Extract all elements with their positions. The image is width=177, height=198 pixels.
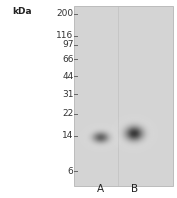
Text: 22: 22 bbox=[62, 109, 73, 118]
Text: B: B bbox=[131, 184, 138, 194]
Text: 200: 200 bbox=[56, 9, 73, 18]
Text: 97: 97 bbox=[62, 40, 73, 49]
Text: A: A bbox=[97, 184, 104, 194]
Text: 6: 6 bbox=[68, 167, 73, 176]
Text: 31: 31 bbox=[62, 89, 73, 99]
Text: 116: 116 bbox=[56, 31, 73, 40]
Bar bbox=[74, 6, 173, 186]
Text: 44: 44 bbox=[62, 72, 73, 81]
Text: 66: 66 bbox=[62, 55, 73, 64]
Text: 14: 14 bbox=[62, 131, 73, 140]
Text: kDa: kDa bbox=[12, 7, 32, 16]
